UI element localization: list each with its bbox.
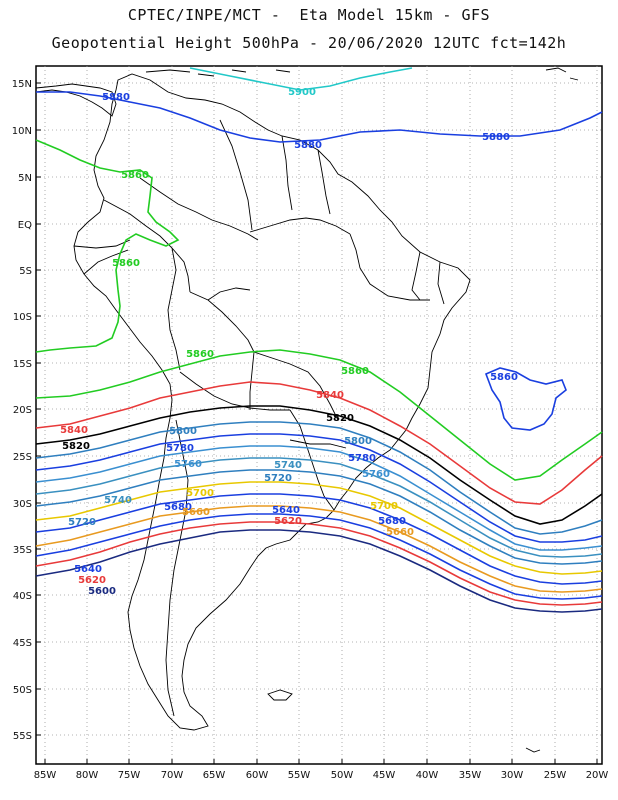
lat-label: 5N: [18, 173, 32, 184]
contour-label: 5600: [88, 586, 116, 597]
contour-label: 5760: [362, 469, 390, 480]
contour-label: 5660: [182, 507, 210, 518]
lat-label: 20S: [13, 405, 32, 416]
contour-label: 5860: [341, 366, 369, 377]
lat-label: 40S: [13, 591, 32, 602]
lon-label: 80W: [76, 770, 99, 781]
lat-label: 15N: [12, 79, 32, 90]
contour-label: 5680: [164, 502, 192, 513]
contour-label: 5700: [370, 501, 398, 512]
contour-label: 5800: [344, 436, 372, 447]
lon-label: 85W: [34, 770, 57, 781]
lat-label: 55S: [13, 731, 32, 742]
contour-label: 5880: [102, 92, 130, 103]
lon-label: 70W: [161, 770, 184, 781]
contour-label: 5860: [112, 258, 140, 269]
lon-label: 75W: [118, 770, 141, 781]
lat-label: 10S: [13, 312, 32, 323]
lat-label: 25S: [13, 452, 32, 463]
contour-label: 5780: [348, 453, 376, 464]
contour-label: 5680: [378, 516, 406, 527]
lon-label: 65W: [203, 770, 226, 781]
map-subtitle: Geopotential Height 500hPa - 20/06/2020 …: [51, 34, 567, 52]
map-title: CPTEC/INPE/MCT - Eta Model 15km - GFS: [127, 6, 491, 24]
contour-label: 5640: [74, 564, 102, 575]
contour-label: 5700: [186, 488, 214, 499]
contour-lines: [35, 67, 603, 613]
contour-label: 5860: [121, 170, 149, 181]
lat-label: 10N: [12, 126, 32, 137]
contour-label: 5660: [386, 527, 414, 538]
contour-label: 5640: [272, 505, 300, 516]
contour-label: 5860: [186, 349, 214, 360]
contour-label: 5840: [316, 390, 344, 401]
lon-label: 25W: [544, 770, 567, 781]
contour-label: 5820: [62, 441, 90, 452]
contour-label: 5740: [104, 495, 132, 506]
lat-label: 15S: [13, 359, 32, 370]
lat-label: 30S: [13, 499, 32, 510]
contour-label: 5620: [274, 516, 302, 527]
lon-label: 40W: [416, 770, 439, 781]
lon-label: 50W: [331, 770, 354, 781]
lon-label: 55W: [288, 770, 311, 781]
contour-label: 5880: [482, 132, 510, 143]
map-frame: [35, 65, 603, 765]
lat-label: 50S: [13, 685, 32, 696]
axis-ticks: [36, 82, 598, 764]
contour-label: 5800: [169, 426, 197, 437]
contour-label: 5880: [294, 140, 322, 151]
lat-label: 35S: [13, 545, 32, 556]
coastline: [35, 67, 579, 753]
lon-label: 60W: [246, 770, 269, 781]
lon-label: 30W: [501, 770, 524, 781]
contour-label: 5860: [490, 372, 518, 383]
contour-label: 5720: [68, 517, 96, 528]
contour-label: 5740: [274, 460, 302, 471]
contour-label: 5840: [60, 425, 88, 436]
contour-label: 5820: [326, 413, 354, 424]
lon-label: 20W: [586, 770, 609, 781]
contour-label: 5760: [174, 459, 202, 470]
lon-label: 35W: [459, 770, 482, 781]
lat-label: EQ: [18, 220, 32, 231]
contour-label: 5620: [78, 575, 106, 586]
lon-label: 45W: [373, 770, 396, 781]
contour-label: 5720: [264, 473, 292, 484]
lat-label: 5S: [19, 266, 32, 277]
lat-label: 45S: [13, 638, 32, 649]
contour-label: 5780: [166, 443, 194, 454]
contour-label: 5900: [288, 87, 316, 98]
